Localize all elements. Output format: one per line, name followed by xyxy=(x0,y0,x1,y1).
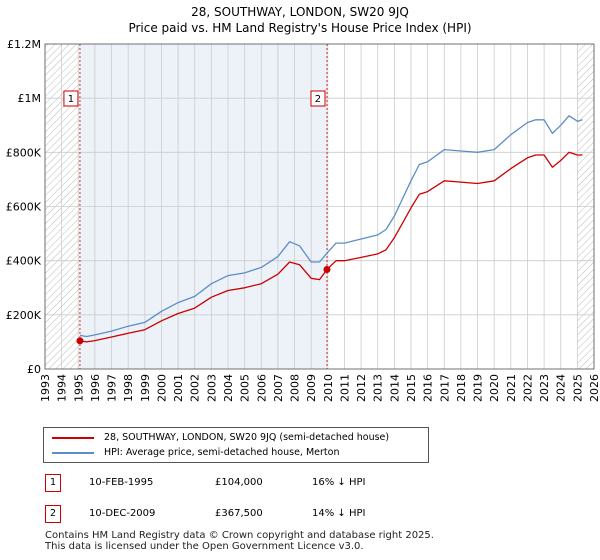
sale-hpi-diff: 14% ↓ HPI xyxy=(312,508,366,519)
x-tick-label: 2019 xyxy=(472,374,485,402)
sale-marker-badge: 1 xyxy=(45,474,61,492)
title-line-2: Price paid vs. HM Land Registry's House … xyxy=(128,21,472,35)
sale-label-box xyxy=(63,90,79,107)
sale-point xyxy=(76,337,84,345)
y-tick-label: £400K xyxy=(6,255,42,268)
y-tick-label: £200K xyxy=(6,309,42,322)
x-tick-label: 2016 xyxy=(422,374,435,402)
sale-point xyxy=(323,265,331,273)
x-tick-label: 2026 xyxy=(588,374,600,402)
sale-price: £367,500 xyxy=(215,508,263,519)
x-tick-label: 1999 xyxy=(139,374,152,402)
legend-label-property: 28, SOUTHWAY, LONDON, SW20 9JQ (semi-det… xyxy=(104,432,390,443)
x-tick-label: 2018 xyxy=(455,374,468,402)
sale-hpi-diff: 16% ↓ HPI xyxy=(312,477,366,488)
x-tick-label: 2003 xyxy=(205,374,218,402)
x-tick-label: 2011 xyxy=(338,374,351,402)
sale-marker-badge: 2 xyxy=(45,505,61,523)
sale-label: 2 xyxy=(315,94,321,105)
legend-label-hpi: HPI: Average price, semi-detached house,… xyxy=(104,447,340,458)
x-tick-label: 1998 xyxy=(122,374,135,402)
y-tick-label: £800K xyxy=(6,146,42,159)
title-line-1: 28, SOUTHWAY, LONDON, SW20 9JQ xyxy=(191,5,409,19)
x-tick-label: 2017 xyxy=(438,374,451,402)
legend-swatch-property xyxy=(52,437,94,439)
sale-label: 1 xyxy=(68,94,74,105)
x-tick-label: 2006 xyxy=(255,374,268,402)
x-tick-label: 1997 xyxy=(106,374,119,402)
y-tick-label: £0 xyxy=(27,363,41,376)
sale-date: 10-DEC-2009 xyxy=(89,508,156,519)
plot-frame xyxy=(44,43,595,370)
x-tick-label: 2012 xyxy=(355,374,368,402)
x-tick-label: 2008 xyxy=(289,374,302,402)
x-tick-label: 2005 xyxy=(239,374,252,402)
x-tick-label: 2021 xyxy=(505,374,518,402)
footer-line-2: This data is licensed under the Open Gov… xyxy=(45,541,364,552)
y-tick-label: £600K xyxy=(6,201,42,214)
sale-label-box xyxy=(310,90,326,107)
x-tick-label: 2009 xyxy=(305,374,318,402)
series-line-hpi xyxy=(79,115,583,338)
sale-date: 10-FEB-1995 xyxy=(89,477,154,488)
x-tick-label: 2002 xyxy=(189,374,202,402)
x-tick-label: 2022 xyxy=(521,374,534,402)
footer: Contains HM Land Registry data © Crown c… xyxy=(45,530,434,552)
footer-line-1: Contains HM Land Registry data © Crown c… xyxy=(45,530,434,541)
series-line-property xyxy=(79,151,583,343)
x-tick-label: 2020 xyxy=(488,374,501,402)
x-tick-label: 2000 xyxy=(155,374,168,402)
x-tick-label: 1996 xyxy=(89,374,102,402)
y-tick-label: £1M xyxy=(18,92,42,105)
x-tick-label: 2007 xyxy=(272,374,285,402)
legend: 28, SOUTHWAY, LONDON, SW20 9JQ (semi-det… xyxy=(43,427,429,463)
x-tick-label: 2010 xyxy=(322,374,335,402)
x-tick-label: 1994 xyxy=(56,374,69,402)
y-tick-label: £1.2M xyxy=(7,38,41,51)
x-tick-label: 2004 xyxy=(222,374,235,402)
x-tick-label: 2001 xyxy=(172,374,185,402)
legend-swatch-hpi xyxy=(52,452,94,454)
x-tick-label: 2024 xyxy=(555,374,568,402)
x-tick-label: 2013 xyxy=(372,374,385,402)
chart-title: 28, SOUTHWAY, LONDON, SW20 9JQ Price pai… xyxy=(0,4,600,36)
x-tick-label: 2015 xyxy=(405,374,418,402)
x-tick-label: 1995 xyxy=(72,374,85,402)
sale-price: £104,000 xyxy=(215,477,263,488)
x-tick-label: 2025 xyxy=(571,374,584,402)
x-tick-label: 2014 xyxy=(388,374,401,402)
x-tick-label: 2023 xyxy=(538,374,551,402)
x-tick-label: 1993 xyxy=(39,374,52,402)
